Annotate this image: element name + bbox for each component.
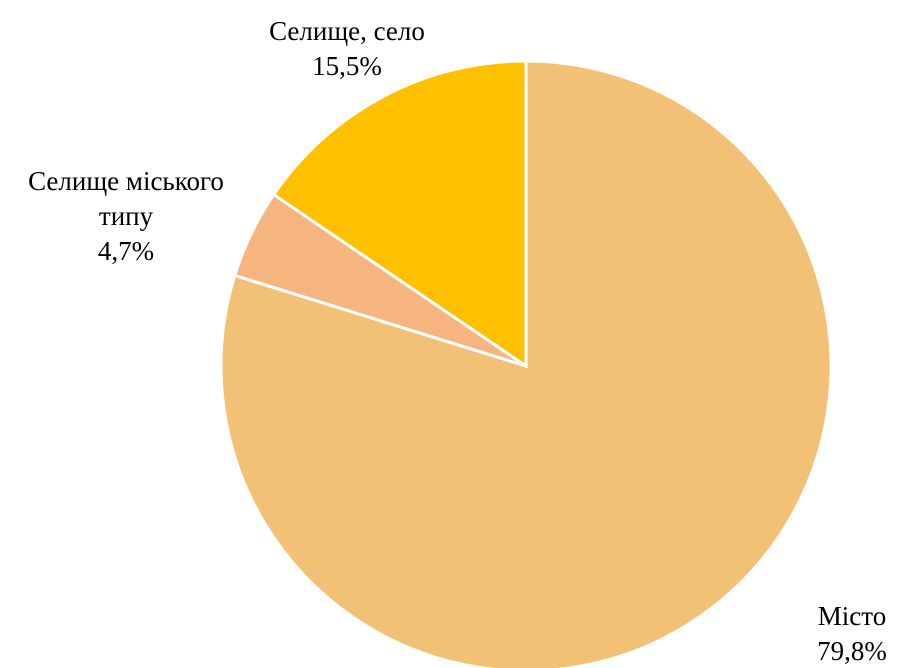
- pie-slice-selo: [271, 59, 528, 369]
- slice-label-selo-name: Селище, село: [269, 16, 425, 46]
- slice-label-misto: Місто 79,8%: [817, 601, 887, 666]
- slice-label-misto-value: 79,8%: [817, 636, 887, 666]
- slice-label-smt-value: 4,7%: [98, 236, 154, 266]
- slice-label-selo: Селище, село 15,5%: [269, 16, 425, 81]
- slice-label-smt: Селище міського типу 4,7%: [28, 166, 224, 266]
- slice-label-selo-value: 15,5%: [312, 51, 382, 81]
- slice-label-smt-line1: Селище міського: [28, 166, 224, 196]
- slice-label-smt-line2: типу: [99, 201, 154, 231]
- pie-slices: [219, 59, 833, 668]
- slice-label-misto-name: Місто: [818, 601, 886, 631]
